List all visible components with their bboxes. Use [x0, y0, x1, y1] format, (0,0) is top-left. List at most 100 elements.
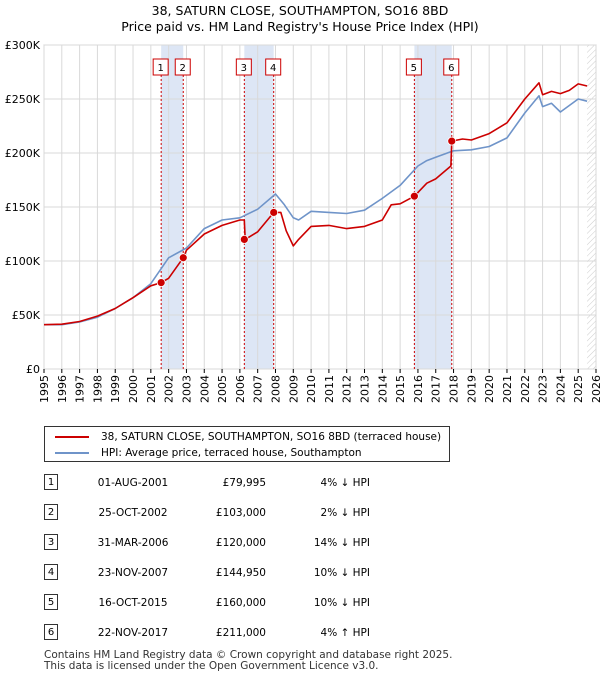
sale-point [447, 136, 457, 146]
y-tick-label: £200K [5, 147, 41, 160]
table-row: 2 25-OCT-2002 £103,000 2% ↓ HPI [40, 503, 480, 523]
sale-number-badge: 1 [44, 474, 58, 490]
chart-title-block: 38, SATURN CLOSE, SOUTHAMPTON, SO16 8BD … [0, 3, 600, 35]
y-tick-label: £150K [5, 201, 41, 214]
sale-price: £79,995 [222, 477, 266, 489]
sale-date: 31-MAR-2006 [97, 537, 169, 549]
sale-hpi-diff: 4% ↑ HPI [320, 627, 370, 639]
sale-price: £120,000 [215, 537, 266, 549]
chart-title: 38, SATURN CLOSE, SOUTHAMPTON, SO16 8BD [151, 3, 449, 18]
x-tick-label: 2014 [376, 375, 389, 403]
x-tick-label: 2013 [359, 375, 372, 403]
legend-label-property: 38, SATURN CLOSE, SOUTHAMPTON, SO16 8BD … [101, 431, 442, 443]
sale-point [409, 191, 419, 201]
chart-subtitle: Price paid vs. HM Land Registry's House … [121, 19, 479, 34]
x-tick-label: 2011 [323, 375, 336, 403]
sale-price: £144,950 [215, 567, 266, 579]
x-tick-label: 2002 [163, 375, 176, 403]
sale-number-box [174, 58, 191, 76]
x-tick-label: 1996 [56, 375, 69, 403]
sale-date: 16-OCT-2015 [98, 597, 168, 609]
sale-number-label: 2 [180, 63, 186, 74]
sale-hpi-diff: 10% ↓ HPI [313, 597, 370, 609]
x-tick-label: 2022 [519, 375, 532, 403]
x-tick-label: 2012 [341, 375, 354, 403]
x-tick-label: 2008 [269, 375, 282, 403]
x-tick-label: 2016 [412, 375, 425, 403]
sale-number-label: 6 [448, 63, 454, 74]
sale-number-box [265, 58, 282, 76]
x-tick-label: 2018 [448, 375, 461, 403]
x-tick-label: 2010 [305, 375, 318, 403]
sale-number-badge: 6 [44, 624, 58, 640]
x-tick-label: 2026 [590, 375, 600, 403]
sale-number-box [152, 58, 169, 76]
sale-number-badge: 3 [44, 534, 58, 550]
sale-number-box [405, 58, 422, 76]
table-row: 5 16-OCT-2015 £160,000 10% ↓ HPI [40, 593, 480, 613]
table-row: 3 31-MAR-2006 £120,000 14% ↓ HPI [40, 533, 480, 553]
x-tick-label: 2006 [234, 375, 247, 403]
sale-point [178, 253, 188, 263]
footer: Contains HM Land Registry data © Crown c… [44, 650, 452, 672]
legend-item-hpi: HPI: Average price, terraced house, Sout… [55, 445, 362, 461]
legend: 38, SATURN CLOSE, SOUTHAMPTON, SO16 8BD … [44, 426, 450, 462]
x-tick-label: 2019 [465, 375, 478, 403]
table-row: 6 22-NOV-2017 £211,000 4% ↑ HPI [40, 623, 480, 643]
footer-copyright: Contains HM Land Registry data © Crown c… [44, 649, 453, 661]
price-chart: £0 £50K £100K £150K £200K £250K £300K 1995 1996 1… [5, 39, 600, 403]
sale-price: £103,000 [215, 507, 266, 519]
y-tick-label: £300K [5, 39, 41, 52]
sale-price: £160,000 [215, 597, 266, 609]
x-tick-label: 2015 [394, 375, 407, 403]
legend-item-property: 38, SATURN CLOSE, SOUTHAMPTON, SO16 8BD … [55, 429, 441, 445]
sale-number-label: 4 [270, 63, 276, 74]
sale-point [156, 278, 166, 288]
sale-date: 22-NOV-2017 [97, 627, 169, 639]
sale-number-badge: 5 [44, 594, 58, 610]
x-tick-label: 2005 [216, 375, 229, 403]
x-tick-label: 2007 [252, 375, 265, 403]
y-tick-label: £100K [5, 255, 41, 268]
x-tick-label: 1995 [38, 375, 51, 403]
sale-price: £211,000 [215, 627, 266, 639]
x-tick-label: 2004 [198, 375, 211, 403]
sale-date: 25-OCT-2002 [98, 507, 168, 519]
y-tick-label: £250K [5, 93, 41, 106]
footer-licence: This data is licensed under the Open Gov… [44, 660, 379, 672]
sale-date: 23-NOV-2007 [97, 567, 169, 579]
x-tick-label: 2001 [145, 375, 158, 403]
sale-hpi-diff: 4% ↓ HPI [320, 477, 370, 489]
x-tick-label: 2025 [572, 375, 585, 403]
sale-point [239, 234, 249, 244]
x-tick-label: 2017 [430, 375, 443, 403]
sale-number-badge: 4 [44, 564, 58, 580]
x-tick-label: 2021 [501, 375, 514, 403]
legend-swatch-property [55, 436, 89, 438]
sale-number-label: 5 [411, 63, 417, 74]
table-row: 1 01-AUG-2001 £79,995 4% ↓ HPI [40, 473, 480, 493]
sale-number-label: 3 [241, 63, 247, 74]
sale-hpi-diff: 2% ↓ HPI [320, 507, 370, 519]
x-tick-label: 2000 [127, 375, 140, 403]
sale-point [269, 208, 279, 217]
x-tick-label: 1997 [74, 375, 87, 403]
table-row: 4 23-NOV-2007 £144,950 10% ↓ HPI [40, 563, 480, 583]
legend-swatch-hpi [55, 452, 89, 454]
hpi-line [44, 95, 588, 326]
x-tick-label: 2024 [554, 375, 567, 403]
x-tick-label: 2009 [287, 375, 300, 403]
sale-hpi-diff: 10% ↓ HPI [313, 567, 370, 579]
sale-number-box [235, 58, 252, 76]
y-tick-label: £0 [26, 363, 40, 376]
x-tick-label: 1998 [91, 375, 104, 403]
sale-number-badge: 2 [44, 504, 58, 520]
x-tick-label: 2023 [537, 375, 550, 403]
sale-hpi-diff: 14% ↓ HPI [313, 537, 370, 549]
sale-number-label: 1 [157, 63, 163, 74]
x-tick-label: 1999 [109, 375, 122, 403]
x-tick-label: 2020 [483, 375, 496, 403]
sale-number-box [443, 58, 460, 76]
legend-label-hpi: HPI: Average price, terraced house, Sout… [101, 447, 362, 459]
sale-date: 01-AUG-2001 [97, 477, 169, 489]
